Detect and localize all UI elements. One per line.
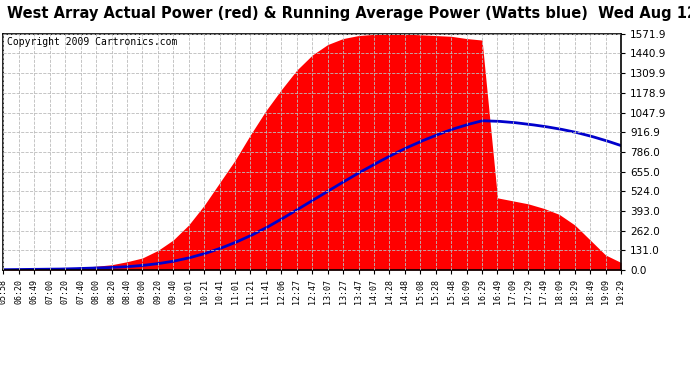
Text: Copyright 2009 Cartronics.com: Copyright 2009 Cartronics.com: [6, 37, 177, 47]
Text: West Array Actual Power (red) & Running Average Power (Watts blue)  Wed Aug 12 1: West Array Actual Power (red) & Running …: [7, 6, 690, 21]
